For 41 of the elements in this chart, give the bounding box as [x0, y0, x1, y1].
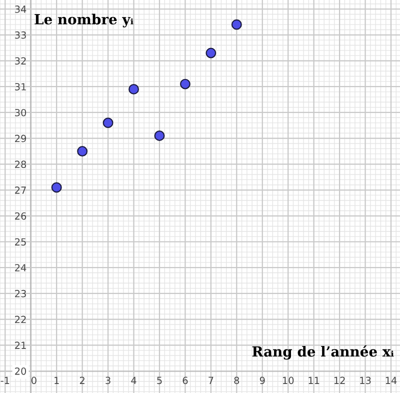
point	[206, 48, 216, 58]
point	[180, 78, 190, 90]
x-tick-label: 12	[334, 376, 345, 384]
point	[128, 84, 139, 94]
point	[154, 130, 165, 141]
y-tick-label: 31	[15, 83, 26, 90]
x-tick-label: 14	[386, 376, 397, 384]
point	[51, 182, 62, 193]
y-tick-label: 28	[15, 160, 26, 168]
y-tick-label: 30	[15, 108, 26, 116]
x-tick-label: 0	[32, 376, 36, 384]
x-tick-label: 13	[360, 376, 371, 384]
x-tick-label: 6	[182, 376, 188, 384]
y-tick-label: 27	[15, 186, 26, 194]
x-tick-label: -1	[0, 376, 10, 384]
x-tick-label: 10	[282, 376, 294, 384]
x-tick-label: 1	[54, 376, 59, 384]
x-tick-label: 7	[208, 376, 214, 384]
y-tick-label: 33	[15, 31, 26, 39]
y-tick-label: 24	[15, 264, 26, 272]
y-tick-label: 20	[15, 368, 26, 375]
y-tick-label: 22	[15, 316, 26, 324]
x-tick-label: 9	[260, 376, 265, 384]
x-tick-label: 3	[106, 376, 110, 384]
point	[77, 146, 88, 156]
x-tick-label: 2	[80, 376, 84, 384]
x-tick-label: 4	[131, 376, 136, 384]
x-tick-label: 11	[308, 376, 320, 384]
y-axis-title: Le nombre yᵢ	[34, 14, 134, 28]
y-tick-label: 26	[15, 212, 26, 220]
y-tick-label: 25	[15, 238, 26, 246]
point	[231, 19, 242, 30]
y-tick-label: 21	[15, 342, 26, 349]
x-axis-title: Rang de l’année xᵢ	[252, 345, 394, 360]
y-tick-label: 29	[15, 134, 26, 142]
y-tick-label: 34	[15, 6, 26, 13]
y-tick-label: 32	[15, 57, 26, 65]
x-tick-label: 5	[157, 376, 162, 384]
x-tick-label: 8	[234, 376, 240, 384]
y-tick-label: 23	[15, 290, 26, 298]
point	[102, 118, 114, 128]
